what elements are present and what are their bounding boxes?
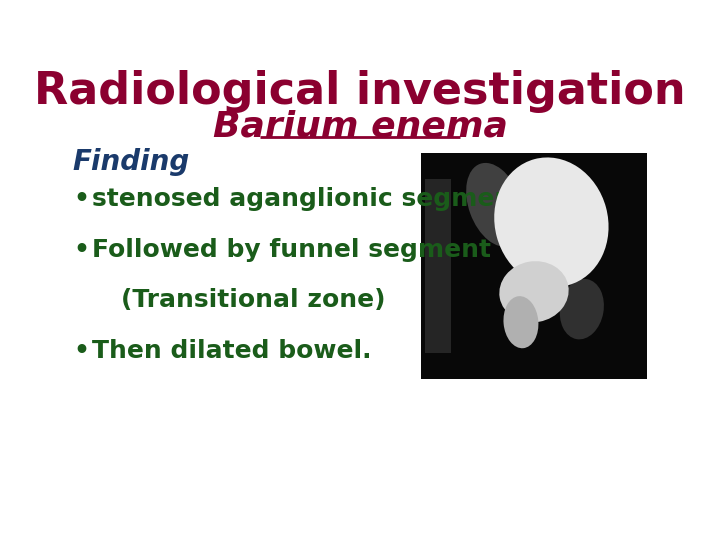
Text: (Transitional zone): (Transitional zone)	[121, 288, 385, 312]
Ellipse shape	[559, 279, 604, 339]
Text: •: •	[73, 187, 89, 211]
Text: Radiological investigation: Radiological investigation	[34, 70, 686, 113]
Bar	[426, 179, 451, 353]
Text: •: •	[73, 339, 89, 363]
Ellipse shape	[494, 158, 608, 287]
Text: stenosed aganglionic segment,: stenosed aganglionic segment,	[92, 187, 534, 211]
Text: Then dilated bowel.: Then dilated bowel.	[92, 339, 372, 363]
Text: Followed by funnel segment: Followed by funnel segment	[92, 238, 491, 262]
Ellipse shape	[466, 163, 523, 247]
Text: Barium enema: Barium enema	[212, 109, 508, 143]
Text: •: •	[73, 238, 89, 262]
Ellipse shape	[503, 296, 539, 348]
Ellipse shape	[499, 261, 569, 322]
Bar	[421, 153, 647, 379]
Text: Finding: Finding	[73, 148, 190, 176]
